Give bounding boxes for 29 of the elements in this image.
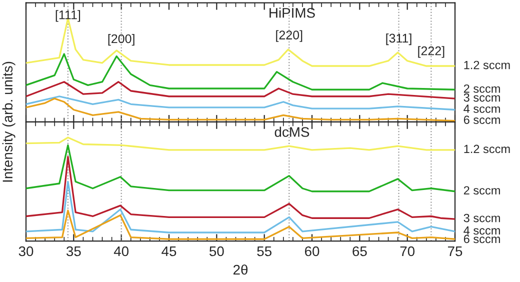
chart-title: HiPIMS	[270, 8, 315, 18]
series-label: 4 sccm	[464, 104, 500, 113]
series-label: 4 sccm	[464, 226, 500, 235]
annotation: [222]	[418, 46, 444, 58]
x-tick-label: 50	[210, 246, 224, 256]
x-tick-label: 65	[352, 246, 367, 256]
annotation: [111]	[56, 10, 80, 22]
x-tick-label: 60	[304, 246, 320, 256]
series-label: 2 sccm	[464, 186, 500, 195]
x-tick-label: 55	[257, 246, 272, 256]
series-label: 1.2 sccm	[464, 144, 510, 154]
series-label: 3 sccm	[464, 93, 500, 102]
y-axis-title: Intensity (arb. units)	[2, 62, 16, 182]
annotation: [311]	[386, 33, 412, 46]
x-tick-label: 70	[400, 246, 415, 256]
x-tick-label: 75	[448, 246, 462, 256]
series-label: 1.2 sccm	[464, 60, 510, 70]
x-axis-title: 2θ	[233, 264, 248, 275]
series-label: 6 sccm	[464, 116, 500, 124]
x-tick-label: 30	[18, 246, 34, 256]
series-label: 6 sccm	[464, 234, 500, 244]
x-tick-label: 45	[162, 246, 176, 256]
series-label: 3 sccm	[464, 214, 500, 222]
x-tick-label: 40	[114, 246, 129, 256]
x-tick-label: 35	[66, 246, 81, 256]
chart-title: dcMS	[274, 126, 310, 137]
annotation: [220]	[276, 30, 302, 42]
series-label: 2 sccm	[464, 84, 500, 93]
annotation: [200]	[108, 34, 134, 46]
